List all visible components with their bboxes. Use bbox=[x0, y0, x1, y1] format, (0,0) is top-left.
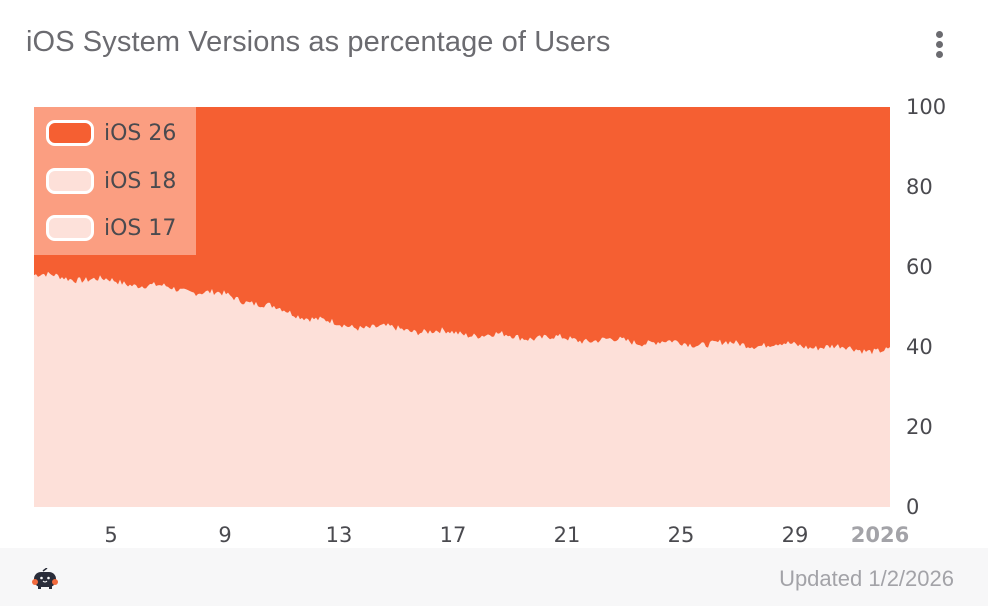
y-tick: 80 bbox=[906, 175, 933, 199]
y-tick: 60 bbox=[906, 255, 933, 279]
x-tick: 13 bbox=[325, 523, 353, 547]
x-tick-year: 2026 bbox=[850, 523, 910, 547]
x-tick: 9 bbox=[218, 523, 232, 547]
chart-legend: iOS 26 iOS 18 iOS 17 bbox=[34, 107, 196, 255]
ios18-ios17-area bbox=[34, 271, 890, 507]
x-tick: 5 bbox=[104, 523, 118, 547]
legend-swatch-ios26 bbox=[46, 120, 94, 146]
x-tick: 17 bbox=[439, 523, 467, 547]
legend-label: iOS 17 bbox=[104, 215, 177, 241]
mascot-logo-icon[interactable] bbox=[32, 568, 58, 590]
y-tick: 20 bbox=[906, 415, 933, 439]
legend-swatch-ios17 bbox=[46, 215, 94, 241]
legend-label: iOS 18 bbox=[104, 168, 177, 194]
legend-label: iOS 26 bbox=[104, 120, 177, 146]
y-tick: 0 bbox=[906, 495, 920, 519]
chart-title: iOS System Versions as percentage of Use… bbox=[26, 26, 611, 58]
x-tick: 21 bbox=[553, 523, 581, 547]
legend-item-ios17[interactable]: iOS 17 bbox=[46, 213, 176, 243]
x-tick: 25 bbox=[667, 523, 695, 547]
y-tick: 40 bbox=[906, 335, 933, 359]
updated-timestamp: Updated 1/2/2026 bbox=[779, 566, 954, 591]
legend-item-ios18[interactable]: iOS 18 bbox=[46, 166, 176, 196]
x-tick: 29 bbox=[781, 523, 809, 547]
area-chart-svg bbox=[34, 107, 890, 507]
card-footer: Updated 1/2/2026 bbox=[0, 548, 988, 606]
more-vertical-icon[interactable] bbox=[925, 28, 955, 62]
legend-item-ios26[interactable]: iOS 26 bbox=[46, 118, 176, 148]
legend-swatch-ios18 bbox=[46, 168, 94, 194]
y-tick: 100 bbox=[906, 95, 947, 119]
stacked-area-plot bbox=[34, 107, 890, 507]
